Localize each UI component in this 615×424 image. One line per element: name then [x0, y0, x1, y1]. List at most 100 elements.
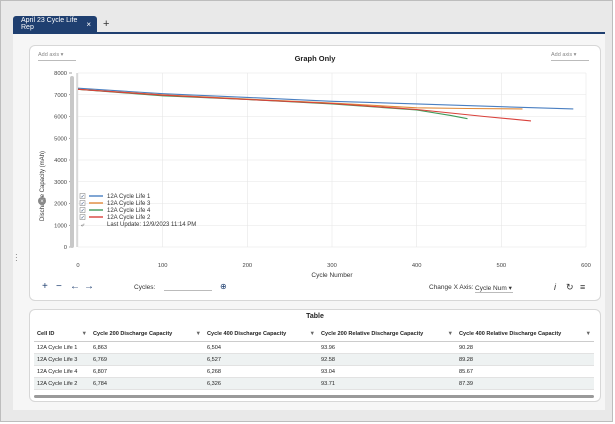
cell: 6,863 — [90, 341, 204, 354]
cell: 12A Cycle Life 3 — [34, 353, 90, 366]
arrow-right-icon[interactable]: → — [84, 281, 94, 292]
add-axis-left[interactable]: Add axis ▾ — [38, 52, 76, 61]
legend-checkbox — [79, 214, 86, 220]
x-tick-label: 600 — [581, 263, 591, 269]
filter-icon[interactable]: ▼ — [81, 330, 87, 337]
column-header[interactable]: Cycle 200 Discharge Capacity ▼ — [90, 326, 204, 342]
grid-lines — [77, 72, 587, 248]
cell: 93.96 — [318, 341, 456, 354]
tab-bar: April 23 Cycle Life Rep × + — [13, 14, 109, 32]
y-tick-label: 4000 — [54, 158, 67, 164]
y-tick-label: 0 — [64, 245, 67, 251]
tab-report[interactable]: April 23 Cycle Life Rep × — [13, 16, 97, 32]
graph-panel: Add axis ▾ Add axis ▾ Graph Only 0 1000 20… — [29, 45, 601, 301]
add-axis-left-label: Add axis — [38, 52, 60, 58]
y-tick-label: 7000 — [54, 93, 67, 99]
filter-icon[interactable]: ▼ — [447, 330, 453, 337]
cell: 93.71 — [318, 377, 456, 390]
x-tick-labels: 0 100 200 300 400 500 600 — [76, 263, 590, 269]
column-header[interactable]: Cycle 400 Discharge Capacity ▼ — [204, 326, 318, 342]
cell: 6,527 — [204, 353, 318, 366]
legend-check-icon: ✓ — [81, 194, 85, 200]
chevron-down-icon: ▾ — [508, 285, 512, 292]
legend-check-icon: ✓ — [81, 201, 85, 207]
graph-title: Graph Only — [294, 54, 336, 63]
cell: 6,504 — [204, 341, 318, 354]
table-row[interactable]: 12A Cycle Life 4 6,807 6,268 93.04 85.67 — [34, 365, 594, 378]
table-header-row: Cell ID ▼ Cycle 200 Discharge Capacity ▼ C… — [34, 326, 594, 342]
column-header[interactable]: Cycle 400 Relative Discharge Capacity ▼ — [456, 326, 594, 342]
cell: 90.28 — [456, 341, 594, 354]
zoom-out-icon[interactable]: − — [56, 281, 62, 292]
table-row[interactable]: 12A Cycle Life 3 6,769 6,527 92.58 89.28 — [34, 353, 594, 366]
horizontal-scrollbar[interactable] — [34, 395, 594, 398]
cell: 87.39 — [456, 377, 594, 390]
filter-icon[interactable]: ▼ — [585, 330, 591, 337]
refresh-icon[interactable]: ↻ — [566, 282, 574, 292]
series-lines — [77, 87, 574, 122]
table-row[interactable]: 12A Cycle Life 1 6,863 6,504 93.96 90.28 — [34, 341, 594, 354]
collapse-legend-x: × — [40, 199, 44, 205]
filter-icon[interactable]: ▼ — [195, 330, 201, 337]
add-axis-right-label: Add axis — [551, 52, 573, 58]
legend-check-icon: ✓ — [81, 208, 85, 214]
x-tick-label: 100 — [158, 263, 168, 269]
x-tick-label: 400 — [412, 263, 422, 269]
change-x-axis-select[interactable]: Cycle Num ▾ — [475, 284, 513, 293]
cell: 6,268 — [204, 365, 318, 378]
close-icon[interactable]: × — [86, 19, 91, 29]
cycles-label: Cycles: — [134, 284, 156, 291]
last-update-label: Last Update: 12/9/2023 11:14 PM — [107, 222, 196, 228]
series-line — [77, 87, 574, 110]
change-x-axis-value: Cycle Num — [475, 285, 507, 292]
y-tick-label: 1000 — [54, 223, 67, 229]
table-row[interactable]: 12A Cycle Life 2 6,784 6,326 93.71 87.39 — [34, 377, 594, 390]
cell: 6,769 — [90, 353, 204, 366]
add-tab-button[interactable]: + — [103, 18, 110, 30]
cell: 12A Cycle Life 2 — [34, 377, 90, 390]
arrow-left-icon[interactable]: ← — [70, 281, 80, 292]
zoom-in-icon[interactable]: + — [42, 281, 48, 292]
cell: 93.04 — [318, 365, 456, 378]
y-scrollbar[interactable] — [70, 76, 74, 248]
collapse-legend-icon[interactable] — [38, 197, 46, 205]
go-icon[interactable]: ⊕ — [220, 282, 227, 291]
x-tick-label: 300 — [327, 263, 337, 269]
column-header[interactable]: Cycle 200 Relative Discharge Capacity ▼ — [318, 326, 456, 342]
change-x-axis-label: Change X Axis: — [429, 284, 474, 291]
y-tick-label: 5000 — [54, 136, 67, 142]
column-header[interactable]: Cell ID ▼ — [34, 326, 90, 342]
filter-icon[interactable]: ▼ — [309, 330, 315, 337]
cell: 6,784 — [90, 377, 204, 390]
legend-check-icon: ✓ — [81, 215, 85, 221]
legend-label: 12A Cycle Life 2 — [107, 215, 151, 221]
x-axis-label: Cycle Number — [311, 272, 353, 279]
cell: 12A Cycle Life 4 — [34, 365, 90, 378]
cell: 6,807 — [90, 365, 204, 378]
tab-label: April 23 Cycle Life Rep — [21, 17, 78, 31]
legend: ✓ 12A Cycle Life 1 ✓ 12A Cycle Life 3 ✓ 12A C… — [79, 193, 196, 229]
cell: 92.58 — [318, 353, 456, 366]
line-chart[interactable]: 0 1000 2000 3000 4000 5000 6000 7000 8000 0 100 20… — [30, 46, 600, 280]
y-axis-label: Discharge Capacity (mAh) — [40, 151, 46, 221]
cell: 89.28 — [456, 353, 594, 366]
chevron-down-icon: ▾ — [60, 52, 64, 58]
legend-label: 12A Cycle Life 3 — [107, 201, 151, 207]
info-icon[interactable]: i — [554, 282, 556, 292]
y-tick-label: 3000 — [54, 180, 67, 186]
legend-checkbox — [79, 200, 86, 206]
legend-checkbox — [79, 207, 86, 213]
drag-handle-icon[interactable]: · · · — [15, 250, 18, 265]
cycles-input[interactable] — [164, 290, 212, 291]
table-title: Table — [306, 313, 324, 320]
data-table: Cell ID ▼ Cycle 200 Discharge Capacity ▼ C… — [34, 326, 594, 390]
legend-checkbox — [79, 193, 86, 199]
series-line — [77, 88, 532, 122]
menu-icon[interactable]: ≡ — [580, 282, 586, 292]
add-axis-right[interactable]: Add axis ▾ — [551, 52, 589, 61]
y-tick-label: 6000 — [54, 115, 67, 121]
chevron-down-icon: ▾ — [573, 52, 577, 58]
x-tick-label: 500 — [496, 263, 506, 269]
x-tick-label: 200 — [242, 263, 252, 269]
